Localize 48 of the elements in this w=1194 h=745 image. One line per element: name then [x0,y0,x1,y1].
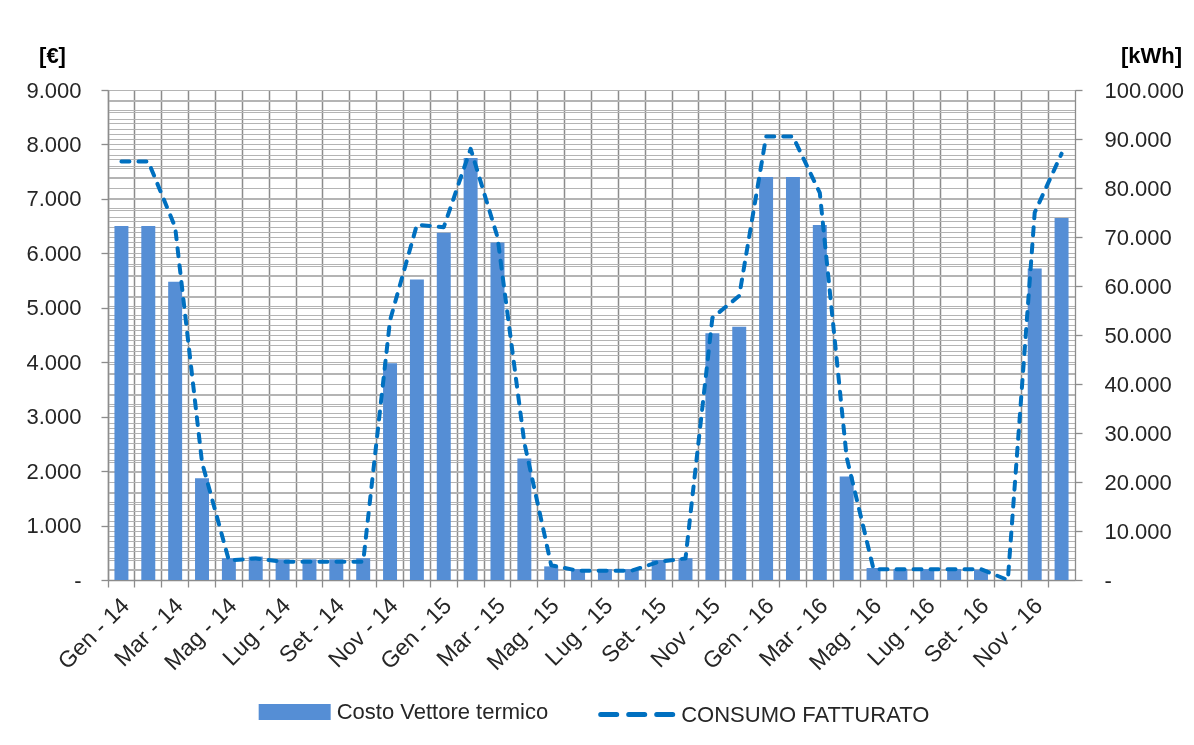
bar [490,242,505,580]
legend-label: CONSUMO FATTURATO [681,701,930,727]
bar [168,281,183,580]
bar [356,558,371,580]
y-tick-label: 4.000 [26,349,82,375]
bar [812,225,827,580]
bar [544,566,559,580]
y-tick-label: 9.000 [26,77,82,103]
y2-tick-label: 100.000 [1104,77,1185,103]
y-tick-label: 8.000 [26,131,82,157]
legend-label: Costo Vettore termico [336,699,549,724]
bar [409,279,424,580]
y2-tick-label: 90.000 [1104,126,1172,152]
bar [463,158,478,580]
y-axis-title: [€] [39,42,66,68]
bar [383,363,398,580]
y2-tick-label: - [1104,567,1112,593]
bar [705,333,720,580]
y-tick-label: 6.000 [26,240,82,266]
line-series [119,134,1064,582]
bar [785,177,800,580]
y-tick-label: 5.000 [26,295,82,321]
y2-tick-label: 70.000 [1104,224,1172,250]
y-tick-label: 1.000 [26,513,82,539]
bar [114,226,129,580]
y2-tick-label: 30.000 [1104,420,1172,446]
y-tick-label: 2.000 [26,458,82,484]
y2-tick-label: 80.000 [1104,175,1172,201]
bar [1054,217,1069,580]
y2-tick-label: 50.000 [1104,322,1172,348]
y2-axis-title: [kWh] [1120,42,1183,68]
bar [732,326,747,580]
y2-tick-label: 40.000 [1104,371,1172,397]
bar [221,558,236,580]
y-tick-label: - [74,567,82,593]
y-tick-label: 3.000 [26,404,82,430]
bar [839,476,854,580]
y2-tick-label: 10.000 [1104,518,1172,544]
bar [866,568,881,580]
bar [195,478,209,580]
bar [1027,268,1042,580]
y2-tick-label: 20.000 [1104,469,1172,495]
bar [517,458,532,580]
bar [436,232,451,580]
bar [759,177,774,580]
bar [141,226,156,580]
y2-tick-label: 60.000 [1104,273,1172,299]
y-tick-label: 7.000 [26,186,82,212]
